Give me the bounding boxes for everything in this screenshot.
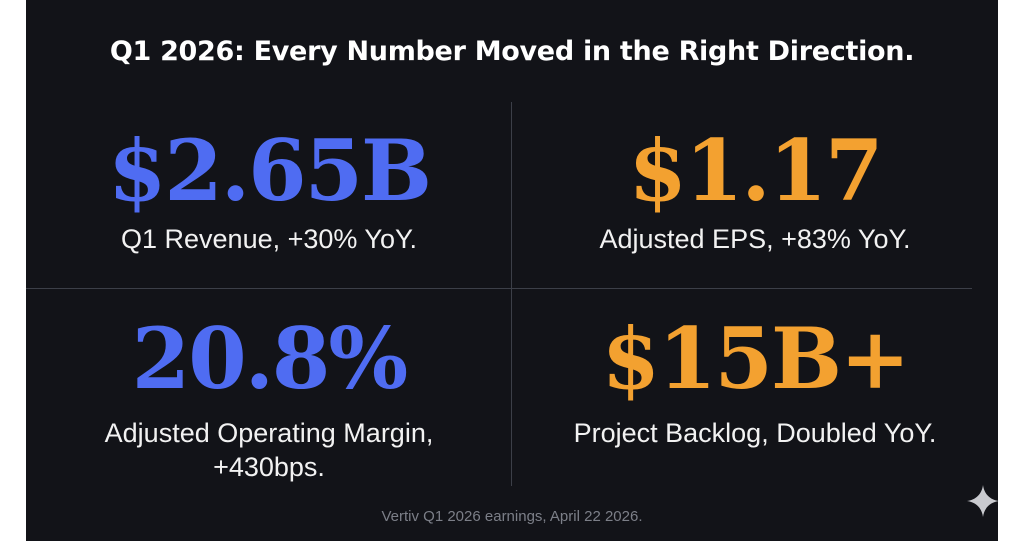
vertical-divider bbox=[511, 102, 512, 486]
source-footer: Vertiv Q1 2026 earnings, April 22 2026. bbox=[381, 508, 643, 525]
margin-caption: Adjusted Operating Margin, +430bps. bbox=[26, 416, 512, 484]
metric-margin: 20.8% Adjusted Operating Margin, +430bps… bbox=[26, 312, 512, 484]
backlog-caption: Project Backlog, Doubled YoY. bbox=[573, 418, 937, 448]
backlog-value: $15B+ bbox=[601, 309, 911, 408]
margin-caption-line2: +430bps. bbox=[213, 452, 325, 482]
revenue-value: $2.65B bbox=[107, 121, 432, 220]
revenue-caption: Q1 Revenue, +30% YoY. bbox=[121, 224, 417, 254]
margin-caption-line1: Adjusted Operating Margin, bbox=[104, 418, 434, 448]
horizontal-divider bbox=[26, 288, 972, 289]
infographic-panel: Q1 2026: Every Number Moved in the Right… bbox=[26, 0, 998, 541]
metric-eps: $1.17 Adjusted EPS, +83% YoY. bbox=[512, 124, 998, 256]
headline: Q1 2026: Every Number Moved in the Right… bbox=[109, 36, 915, 67]
margin-value: 20.8% bbox=[131, 309, 408, 408]
eps-value: $1.17 bbox=[628, 121, 883, 220]
eps-caption: Adjusted EPS, +83% YoY. bbox=[599, 224, 911, 254]
metric-backlog: $15B+ Project Backlog, Doubled YoY. bbox=[512, 312, 998, 450]
sparkle-icon bbox=[967, 485, 999, 517]
metric-revenue: $2.65B Q1 Revenue, +30% YoY. bbox=[26, 124, 512, 256]
